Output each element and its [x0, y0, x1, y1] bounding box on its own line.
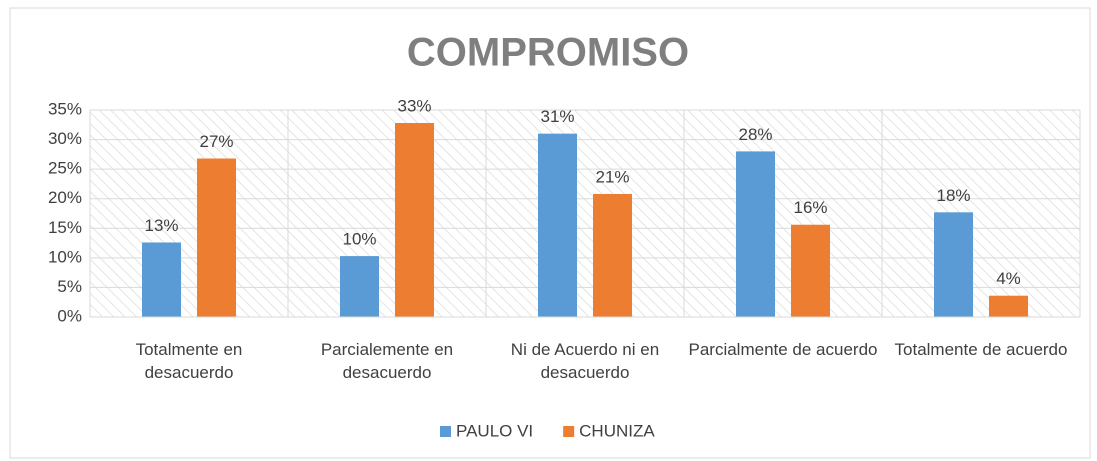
legend-swatch	[440, 426, 451, 437]
bar	[340, 256, 379, 317]
bar	[593, 193, 632, 317]
y-tick-label: 20%	[48, 188, 82, 207]
data-label: 28%	[738, 125, 772, 144]
y-tick-label: 10%	[48, 247, 82, 266]
chart-title: COMPROMISO	[407, 31, 689, 75]
bar	[197, 158, 236, 317]
bar	[791, 224, 830, 317]
y-tick-label: 25%	[48, 159, 82, 178]
legend-label: CHUNIZA	[579, 421, 655, 440]
data-label: 33%	[397, 96, 431, 115]
data-label: 21%	[595, 167, 629, 186]
y-tick-label: 0%	[57, 306, 82, 325]
data-label: 13%	[144, 216, 178, 235]
legend-label: PAULO VI	[456, 421, 533, 440]
plot-background	[90, 110, 1080, 317]
y-tick-label: 15%	[48, 218, 82, 237]
bar	[395, 123, 434, 317]
data-label: 10%	[342, 230, 376, 249]
bar	[538, 133, 577, 317]
data-label: 31%	[540, 107, 574, 126]
data-label: 18%	[936, 186, 970, 205]
data-label: 16%	[793, 198, 827, 217]
legend-swatch	[563, 426, 575, 437]
y-tick-label: 30%	[48, 129, 82, 148]
x-tick-label: Totalmente de acuerdo	[894, 340, 1068, 359]
x-tick-label: Totalmente en desacuerdo	[135, 340, 243, 382]
data-label: 4%	[996, 269, 1021, 288]
bar	[934, 212, 973, 317]
x-tick-label: Parcialemente en desacuerdo	[320, 340, 454, 382]
bar	[142, 242, 181, 317]
bar	[736, 151, 775, 317]
data-label: 27%	[199, 132, 233, 151]
x-tick-label: Parcialmente de acuerdo	[688, 340, 878, 359]
x-tick-label: Ni de Acuerdo ni en desacuerdo	[510, 340, 660, 382]
y-tick-label: 35%	[48, 99, 82, 118]
y-tick-label: 5%	[57, 277, 82, 296]
bar	[989, 295, 1028, 317]
